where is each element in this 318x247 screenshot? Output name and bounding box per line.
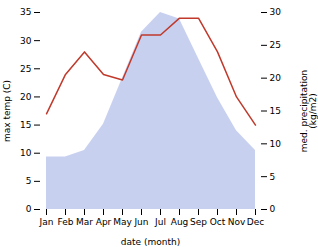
svg-text:Nov: Nov xyxy=(228,217,246,227)
svg-text:0: 0 xyxy=(26,204,32,214)
svg-text:Dec: Dec xyxy=(247,217,264,227)
svg-text:25: 25 xyxy=(20,64,31,74)
svg-text:May: May xyxy=(113,217,132,227)
svg-text:med. precipitation(kg/m2): med. precipitation(kg/m2) xyxy=(299,70,318,152)
svg-text:20: 20 xyxy=(270,73,282,83)
svg-text:30: 30 xyxy=(270,7,282,17)
svg-text:35: 35 xyxy=(20,7,31,17)
svg-text:20: 20 xyxy=(20,92,32,102)
svg-text:Apr: Apr xyxy=(96,217,112,227)
svg-text:15: 15 xyxy=(20,120,31,130)
svg-text:Jan: Jan xyxy=(39,217,54,227)
svg-text:10: 10 xyxy=(20,148,32,158)
svg-text:max temp (C): max temp (C) xyxy=(2,80,12,142)
svg-text:Jun: Jun xyxy=(133,217,148,227)
svg-text:Oct: Oct xyxy=(210,217,226,227)
svg-text:date (month): date (month) xyxy=(121,237,180,247)
svg-text:Feb: Feb xyxy=(58,217,74,227)
svg-text:25: 25 xyxy=(270,40,281,50)
svg-text:5: 5 xyxy=(270,172,276,182)
svg-text:0: 0 xyxy=(270,204,276,214)
svg-text:Mar: Mar xyxy=(76,217,93,227)
svg-text:Jul: Jul xyxy=(154,217,166,227)
svg-text:Aug: Aug xyxy=(171,217,189,227)
svg-text:Sep: Sep xyxy=(190,217,207,227)
svg-text:5: 5 xyxy=(26,176,32,186)
svg-text:15: 15 xyxy=(270,106,281,116)
svg-text:10: 10 xyxy=(270,139,282,149)
svg-text:30: 30 xyxy=(20,36,32,46)
